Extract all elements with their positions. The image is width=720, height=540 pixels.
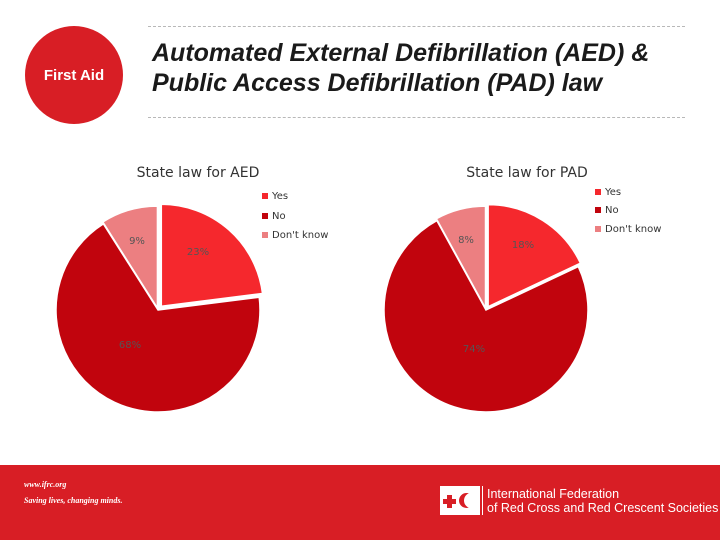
legend-swatch bbox=[262, 232, 268, 238]
data-label: 68% bbox=[119, 340, 141, 351]
first-aid-label: First Aid bbox=[43, 66, 105, 84]
pie-chart-2: State law for PAD 18% 74% 8% Yes No Don't know bbox=[383, 165, 661, 413]
legend-label: Don't know bbox=[272, 230, 328, 241]
title-line-2: Public Access Defibrillation (PAD) law bbox=[152, 69, 603, 97]
data-label: 9% bbox=[129, 236, 145, 247]
top-divider bbox=[148, 26, 685, 27]
data-label: 18% bbox=[512, 240, 534, 251]
pie-chart-1: State law for AED 23% 68% 9% Yes No Don't know bbox=[55, 165, 328, 413]
bottom-divider bbox=[148, 117, 685, 118]
pie-charts: State law for AED 23% 68% 9% Yes No Don't know… bbox=[55, 165, 661, 413]
legend-swatch bbox=[595, 226, 601, 232]
footer-tagline: Saving lives, changing minds. bbox=[24, 496, 123, 505]
pie-slice-yes bbox=[487, 203, 582, 308]
legend-swatch bbox=[595, 189, 601, 195]
ifrc-name-line-1: International Federation bbox=[487, 487, 620, 501]
legend-label: Yes bbox=[604, 187, 621, 198]
ifrc-logo-icon bbox=[440, 486, 480, 515]
legend-swatch bbox=[262, 193, 268, 199]
data-label: 8% bbox=[458, 235, 474, 246]
pie-slice-don-t-know bbox=[435, 205, 487, 309]
pie-slice-don-t-know bbox=[101, 205, 159, 311]
pie-slice-no bbox=[383, 219, 589, 413]
legend-swatch bbox=[262, 213, 268, 219]
legend-label: No bbox=[272, 211, 286, 222]
pie-slice-yes bbox=[160, 203, 264, 308]
pie-slice-no bbox=[55, 222, 261, 413]
chart-title: State law for AED bbox=[137, 165, 260, 181]
logo-divider bbox=[482, 486, 483, 515]
ifrc-name: International Federation of Red Cross an… bbox=[487, 487, 718, 515]
footer-bar: www.ifrc.org Saving lives, changing mind… bbox=[0, 465, 720, 540]
footer-url[interactable]: www.ifrc.org bbox=[24, 480, 67, 489]
data-label: 23% bbox=[187, 247, 209, 258]
title-line-1: Automated External Defibrillation (AED) … bbox=[152, 39, 650, 67]
legend-label: Don't know bbox=[605, 224, 661, 235]
legend-label: Yes bbox=[271, 191, 288, 202]
page-title: Automated External Defibrillation (AED) … bbox=[152, 38, 712, 98]
data-label: 74% bbox=[463, 344, 485, 355]
legend-label: No bbox=[605, 205, 619, 216]
first-aid-badge: First Aid bbox=[25, 26, 123, 124]
legend-swatch bbox=[595, 207, 601, 213]
chart-title: State law for PAD bbox=[466, 165, 587, 181]
ifrc-name-line-2: of Red Cross and Red Crescent Societies bbox=[487, 501, 719, 515]
